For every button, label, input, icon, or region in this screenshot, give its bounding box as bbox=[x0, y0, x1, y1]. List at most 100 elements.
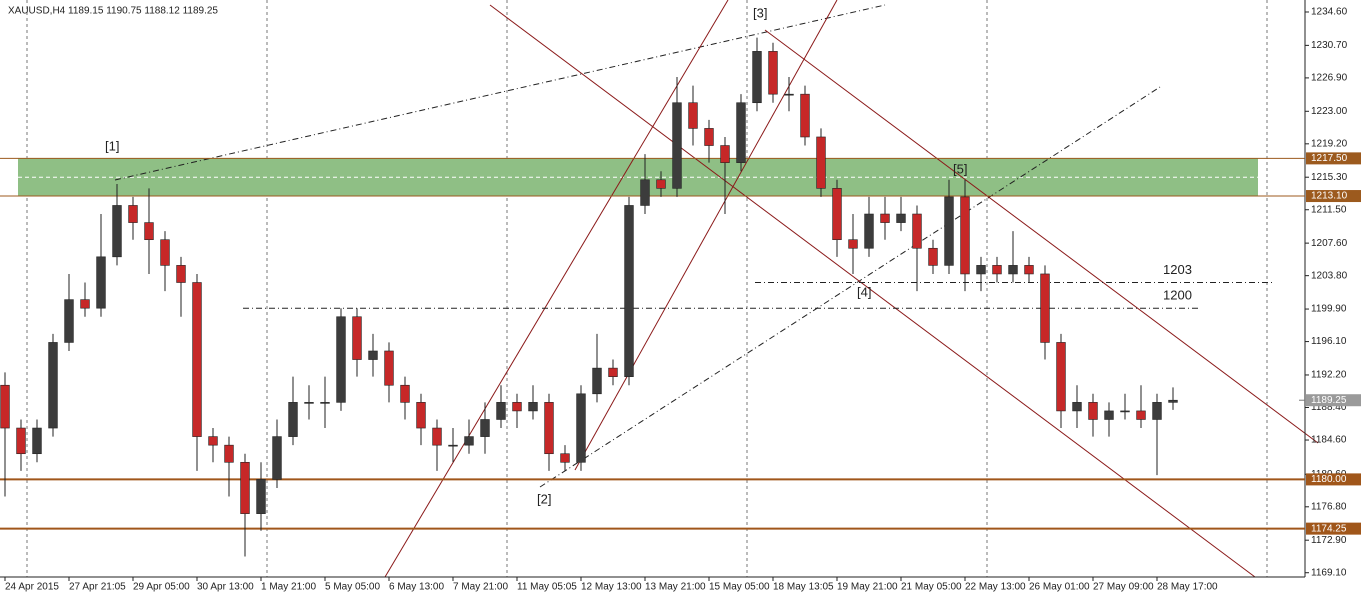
y-tick-label: 1215.30 bbox=[1311, 172, 1348, 183]
candle-body bbox=[512, 402, 522, 412]
chart-title: XAUUSD,H4 1189.15 1190.75 1188.12 1189.2… bbox=[8, 6, 218, 17]
candle-body bbox=[304, 402, 314, 404]
level-label-box bbox=[1306, 473, 1361, 486]
candle-body bbox=[608, 367, 618, 377]
candle-body bbox=[1136, 410, 1146, 420]
level-label: 1213.10 bbox=[1311, 191, 1348, 202]
candle-body bbox=[800, 93, 810, 138]
candle-body bbox=[1056, 342, 1066, 412]
candle-body bbox=[1104, 410, 1114, 420]
y-tick-label: 1203.80 bbox=[1311, 270, 1348, 281]
y-tick-label: 1199.90 bbox=[1311, 304, 1347, 315]
y-tick-label: 1207.60 bbox=[1311, 238, 1348, 249]
candle-body bbox=[864, 213, 874, 249]
y-tick-label: 1188.40 bbox=[1311, 402, 1347, 413]
candle-body bbox=[1152, 402, 1162, 420]
x-tick-label: 7 May 21:00 bbox=[453, 582, 508, 593]
x-tick-label: 30 Apr 13:00 bbox=[197, 582, 254, 593]
x-tick-label: 27 Apr 21:05 bbox=[69, 582, 126, 593]
candle-body bbox=[688, 102, 698, 129]
y-tick-label: 1192.20 bbox=[1311, 370, 1347, 381]
candle-body bbox=[912, 213, 922, 249]
candle-body bbox=[400, 384, 410, 403]
y-tick-label: 1169.10 bbox=[1311, 567, 1347, 578]
y-tick-label: 1230.70 bbox=[1311, 40, 1348, 51]
annotation: [3] bbox=[753, 5, 767, 20]
trendlines bbox=[114, 0, 1319, 578]
x-tick-label: 27 May 09:00 bbox=[1093, 582, 1154, 593]
x-tick-label: 21 May 05:00 bbox=[901, 582, 962, 593]
candle-body bbox=[320, 402, 330, 404]
x-tick-label: 5 May 05:00 bbox=[325, 582, 380, 593]
y-tick-label: 1234.60 bbox=[1311, 7, 1348, 18]
candle-body bbox=[80, 299, 90, 309]
candle-body bbox=[720, 145, 730, 163]
y-tick-label: 1211.50 bbox=[1311, 204, 1347, 215]
level-label-box bbox=[1306, 522, 1361, 535]
candle-body bbox=[208, 436, 218, 446]
x-tick-label: 13 May 21:00 bbox=[645, 582, 706, 593]
x-tick-label: 12 May 13:00 bbox=[581, 582, 642, 593]
candle-body bbox=[96, 256, 106, 309]
y-tick-label: 1176.80 bbox=[1311, 501, 1347, 512]
x-tick-label: 22 May 13:00 bbox=[965, 582, 1026, 593]
zone-layer bbox=[18, 158, 1258, 197]
trendline bbox=[114, 4, 886, 181]
candle-body bbox=[1072, 402, 1082, 412]
candle-body bbox=[32, 427, 42, 455]
annotation: [5] bbox=[953, 161, 967, 176]
candle-body bbox=[576, 393, 586, 463]
candle-body bbox=[768, 51, 778, 95]
candle-body bbox=[592, 367, 602, 395]
candle-body bbox=[560, 453, 570, 463]
candle-body bbox=[224, 444, 234, 463]
candle-body bbox=[736, 102, 746, 163]
trendline bbox=[384, 0, 729, 578]
trendline bbox=[764, 29, 1319, 444]
level-label: 1180.00 bbox=[1311, 474, 1347, 485]
candle-body bbox=[656, 179, 666, 189]
candle-body bbox=[256, 479, 266, 514]
y-tick-label: 1223.00 bbox=[1311, 106, 1348, 117]
current-price-box bbox=[1306, 394, 1361, 407]
x-tick-label: 29 Apr 05:00 bbox=[133, 582, 190, 593]
candle-body bbox=[1088, 402, 1098, 420]
candle-body bbox=[144, 222, 154, 241]
candle-body bbox=[48, 342, 58, 429]
candle-body bbox=[128, 205, 138, 223]
candle-body bbox=[992, 265, 1002, 275]
x-tick-label: 24 Apr 2015 bbox=[5, 582, 59, 593]
candle-body bbox=[480, 419, 490, 437]
candle-body bbox=[1120, 410, 1130, 413]
candle-body bbox=[832, 188, 842, 241]
trendline bbox=[539, 86, 1161, 488]
x-tick-label: 26 May 01:00 bbox=[1029, 582, 1090, 593]
candle-body bbox=[1008, 265, 1018, 275]
candle-body bbox=[752, 51, 762, 104]
candle-body bbox=[64, 299, 74, 343]
candle-body bbox=[704, 128, 714, 146]
candle-body bbox=[288, 402, 298, 437]
annotation: [1] bbox=[105, 138, 119, 153]
x-tick-label: 11 May 05:05 bbox=[517, 582, 577, 593]
candle-body bbox=[352, 316, 362, 360]
y-tick-label: 1226.90 bbox=[1311, 73, 1348, 84]
candle-body bbox=[416, 402, 426, 429]
candle-body bbox=[496, 402, 506, 420]
x-tick-label: 15 May 05:00 bbox=[709, 582, 770, 593]
candle-body bbox=[928, 247, 938, 266]
annotation: [4] bbox=[857, 284, 871, 299]
candle-body bbox=[544, 402, 554, 455]
candle-body bbox=[240, 461, 250, 514]
candle-body bbox=[192, 282, 202, 437]
candle-body bbox=[336, 316, 346, 403]
level-label: 1174.25 bbox=[1311, 523, 1347, 534]
level-label-box bbox=[1306, 152, 1361, 165]
x-tick-label: 19 May 21:00 bbox=[837, 582, 898, 593]
candle-body bbox=[848, 239, 858, 249]
trendline bbox=[489, 4, 1256, 578]
candle-body bbox=[976, 265, 986, 275]
x-tick-label: 6 May 13:00 bbox=[389, 582, 444, 593]
